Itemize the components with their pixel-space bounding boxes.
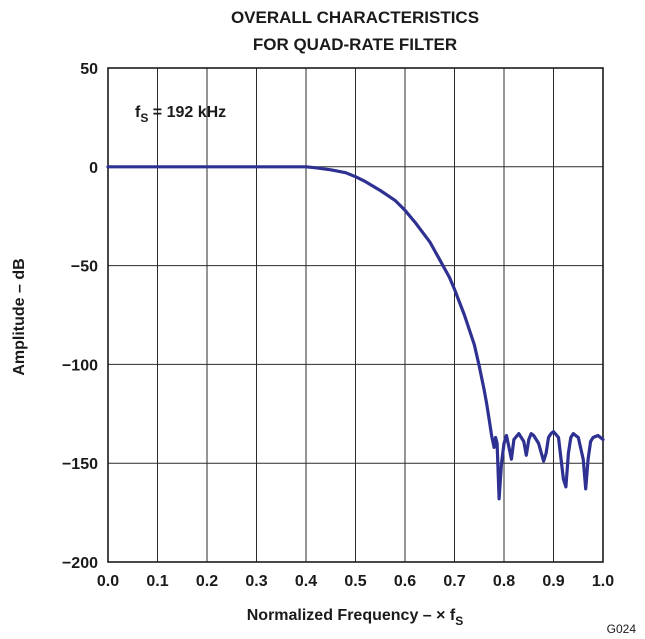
sample-rate-annotation: fS = 192 kHz (135, 104, 226, 125)
x-tick-label: 0.5 (344, 573, 366, 590)
x-tick-label: 0.1 (146, 573, 168, 590)
chart-title: OVERALL CHARACTERISTICS FOR QUAD-RATE FI… (231, 8, 479, 54)
x-axis-label: Normalized Frequency – × fS (247, 607, 464, 628)
y-axis-ticks: 50 0 −50 −100 −150 −200 (62, 61, 98, 572)
grid (107, 67, 604, 563)
x-tick-label: 0.2 (196, 573, 218, 590)
x-tick-label: 0.3 (245, 573, 267, 590)
series-layer (106, 165, 605, 501)
y-tick-label: 0 (89, 160, 98, 177)
x-tick-label: 0.8 (493, 573, 515, 590)
x-tick-label: 0.0 (97, 573, 119, 590)
plot-frame (107, 67, 604, 563)
y-tick-label: 50 (80, 61, 98, 78)
figure-code: G024 (607, 622, 637, 636)
annotation-value: = 192 kHz (148, 104, 226, 121)
y-tick-label: −100 (62, 357, 98, 374)
series-line-0 (106, 165, 605, 501)
x-tick-label: 0.6 (394, 573, 416, 590)
x-tick-label: 0.7 (443, 573, 465, 590)
y-tick-label: −150 (62, 456, 98, 473)
x-tick-label: 1.0 (592, 573, 614, 590)
x-tick-label: 0.9 (542, 573, 564, 590)
x-axis-ticks: 0.0 0.1 0.2 0.3 0.4 0.5 0.6 0.7 0.8 0.9 1.0 (97, 573, 614, 590)
y-tick-label: −50 (71, 259, 98, 276)
y-axis-label: Amplitude – dB (11, 258, 28, 375)
annotation-subscript: S (140, 111, 148, 125)
y-tick-label: −200 (62, 555, 98, 572)
x-tick-label: 0.4 (295, 573, 317, 590)
chart-title-line-1: OVERALL CHARACTERISTICS (231, 8, 479, 27)
x-axis-label-text: Normalized Frequency – × f (247, 607, 456, 624)
x-axis-label-subscript: S (455, 614, 463, 628)
chart-title-line-2: FOR QUAD-RATE FILTER (253, 35, 457, 54)
annotation-f: f (135, 104, 141, 121)
